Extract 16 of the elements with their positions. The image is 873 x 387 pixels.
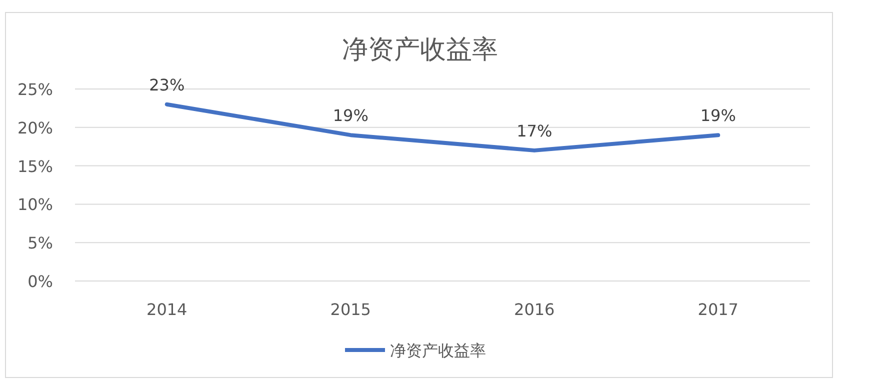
x-tick-label: 2017 <box>698 300 738 319</box>
data-label: 19% <box>700 106 736 126</box>
y-tick-label: 20% <box>17 118 53 138</box>
x-tick-label: 2014 <box>146 300 188 319</box>
data-label: 23% <box>149 75 185 94</box>
x-tick-label: 2015 <box>330 300 371 319</box>
legend-label: 净资产收益率 <box>390 341 486 360</box>
chart-title: 净资产收益率 <box>342 35 498 65</box>
y-tick-label: 10% <box>17 195 53 214</box>
y-tick-label: 5% <box>28 234 53 253</box>
data-label: 19% <box>332 106 368 126</box>
y-tick-label: 15% <box>17 156 53 176</box>
y-tick-label: 0% <box>28 272 53 291</box>
x-tick-label: 2016 <box>514 300 555 319</box>
y-tick-label: 25% <box>17 80 53 99</box>
data-label: 17% <box>516 121 552 140</box>
